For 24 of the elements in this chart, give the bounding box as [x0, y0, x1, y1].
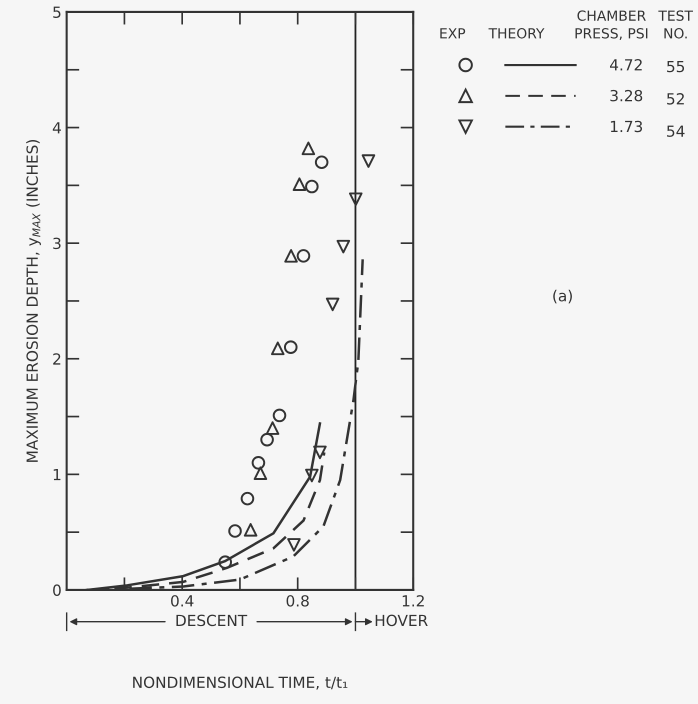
y-tick-label: 4 [52, 122, 61, 134]
text: CHAMBER PRESS, PSI [576, 10, 648, 40]
x-tick-label: 0.4 [171, 595, 194, 607]
text: (a) [553, 290, 572, 304]
text: DESCENT [176, 614, 248, 626]
legend-label: 4.72 [610, 59, 642, 70]
text: THEORY [488, 28, 544, 39]
y-axis-title: MAXIMUM EROSION DEPTH, y$_{MAX}$ (INCHES) [26, 140, 41, 462]
y-tick-label: 5 [53, 6, 60, 18]
x-tick-label: 1.2 [402, 595, 424, 606]
x-tick-label: 0.8 [286, 595, 309, 607]
y-tick-label: 0 [53, 584, 61, 596]
y-tick-label: 1 [54, 469, 60, 480]
legend-label: 3.28 [610, 90, 642, 102]
text: TEST NO. [658, 10, 693, 39]
legend-label: 1.73 [610, 120, 642, 132]
text: 55 [667, 60, 684, 72]
text: 54 [667, 126, 685, 137]
text: EXP [440, 28, 466, 38]
y-tick-label: 3 [53, 238, 61, 250]
text: HOVER [376, 614, 428, 626]
y-tick-label: 2 [53, 353, 60, 365]
text: 52 [667, 93, 684, 105]
x-axis-title: NONDIMENSIONAL TIME, t/t₁ [133, 676, 348, 690]
